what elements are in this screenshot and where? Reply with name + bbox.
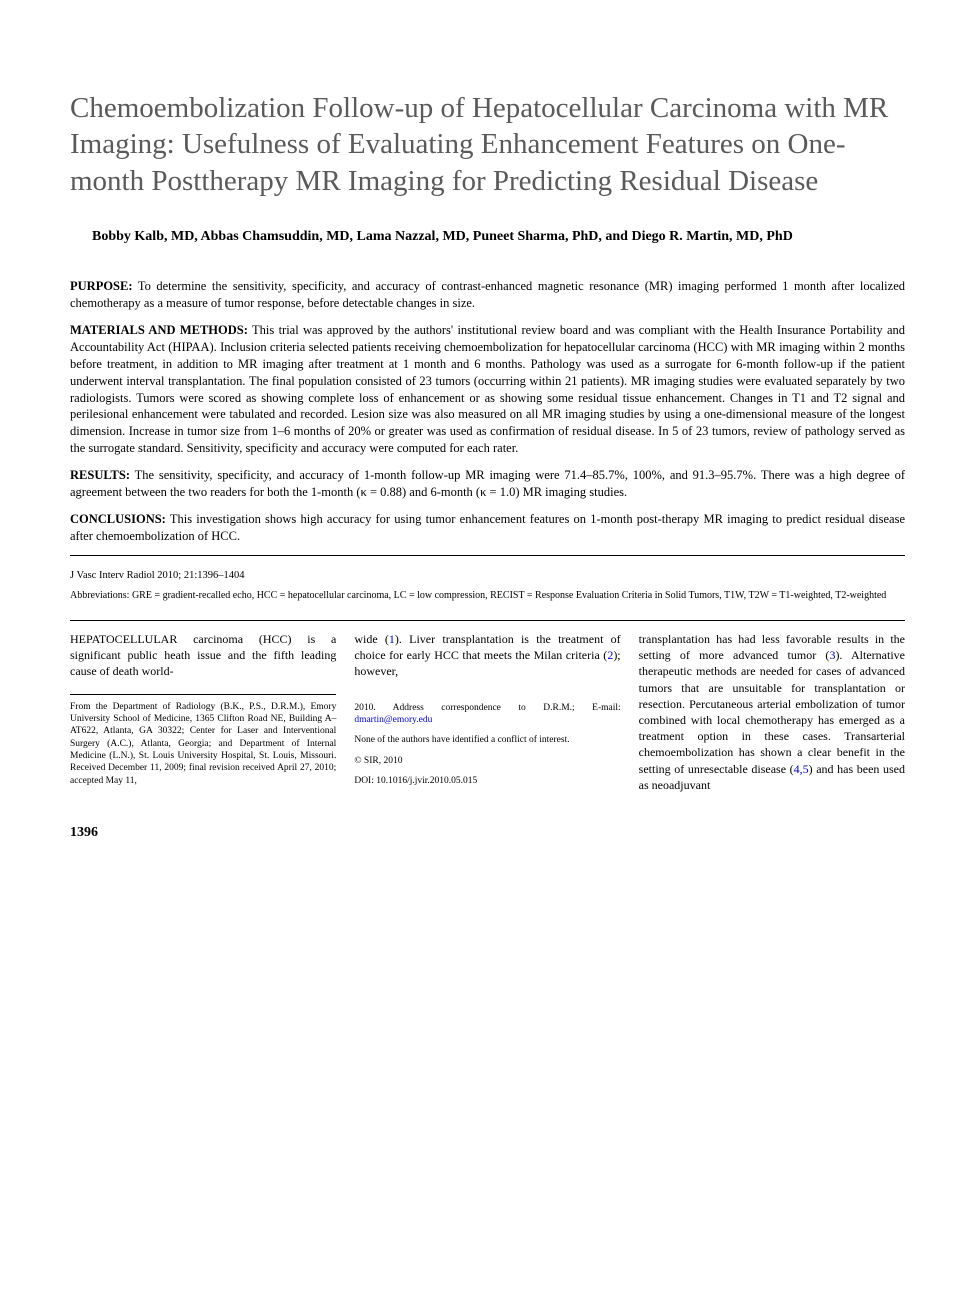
results-label: RESULTS: [70, 468, 130, 482]
abbreviations-label: Abbreviations: [70, 590, 129, 601]
footnotes-col1: From the Department of Radiology (B.K., … [70, 701, 336, 787]
purpose-label: PURPOSE: [70, 279, 133, 293]
doi-text: DOI: 10.1016/j.jvir.2010.05.015 [354, 775, 620, 787]
abbreviations-text: GRE = gradient-recalled echo, HCC = hepa… [129, 590, 886, 601]
materials-label: MATERIALS AND METHODS: [70, 323, 248, 337]
body-col3: transplantation has had less favorable r… [639, 631, 905, 793]
body-col2: wide (1). Liver transplantation is the t… [354, 631, 620, 680]
body-p1b-mid: ). Liver transplantation is the treatmen… [354, 632, 620, 662]
copyright-text: © SIR, 2010 [354, 755, 620, 767]
body-p1c-mid: ). Alternative therapeutic methods are n… [639, 648, 905, 775]
reference-link-45[interactable]: 4,5 [794, 762, 809, 776]
abstract-conclusions: CONCLUSIONS: This investigation shows hi… [70, 511, 905, 545]
footnotes-col2: 2010. Address correspondence to D.R.M.; … [354, 702, 620, 788]
abstract-results: RESULTS: The sensitivity, specificity, a… [70, 467, 905, 501]
journal-citation: J Vasc Interv Radiol 2010; 21:1396–1404 [70, 570, 905, 581]
divider-top [70, 555, 905, 556]
materials-text: This trial was approved by the authors' … [70, 323, 905, 455]
purpose-text: To determine the sensitivity, specificit… [70, 279, 905, 310]
abstract-materials: MATERIALS AND METHODS: This trial was ap… [70, 322, 905, 457]
conclusions-label: CONCLUSIONS: [70, 512, 166, 526]
body-p1a: HEPATOCELLULAR carcinoma (HCC) is a sign… [70, 632, 336, 678]
correspondence-email[interactable]: dmartin@emory.edu [354, 715, 432, 725]
article-title: Chemoembolization Follow-up of Hepatocel… [70, 90, 905, 199]
authors-list: Bobby Kalb, MD, Abbas Chamsuddin, MD, La… [70, 227, 905, 247]
abbreviations: Abbreviations: GRE = gradient-recalled e… [70, 589, 905, 603]
affiliation-text-b: 2010. Address correspondence to D.R.M.; … [354, 702, 620, 727]
conflict-statement: None of the authors have identified a co… [354, 734, 620, 746]
abstract-purpose: PURPOSE: To determine the sensitivity, s… [70, 278, 905, 312]
body-p1b-pre: wide ( [354, 632, 389, 646]
affiliation-b-pre: 2010. Address correspondence to D.R.M.; … [354, 703, 620, 713]
divider-bottom [70, 620, 905, 621]
page-number: 1396 [70, 825, 905, 841]
affiliation-text-a: From the Department of Radiology (B.K., … [70, 701, 336, 787]
body-col1: HEPATOCELLULAR carcinoma (HCC) is a sign… [70, 631, 336, 680]
results-text: The sensitivity, specificity, and accura… [70, 468, 905, 499]
conclusions-text: This investigation shows high accuracy f… [70, 512, 905, 543]
body-text-columns: HEPATOCELLULAR carcinoma (HCC) is a sign… [70, 631, 905, 795]
footnote-divider [70, 694, 336, 695]
